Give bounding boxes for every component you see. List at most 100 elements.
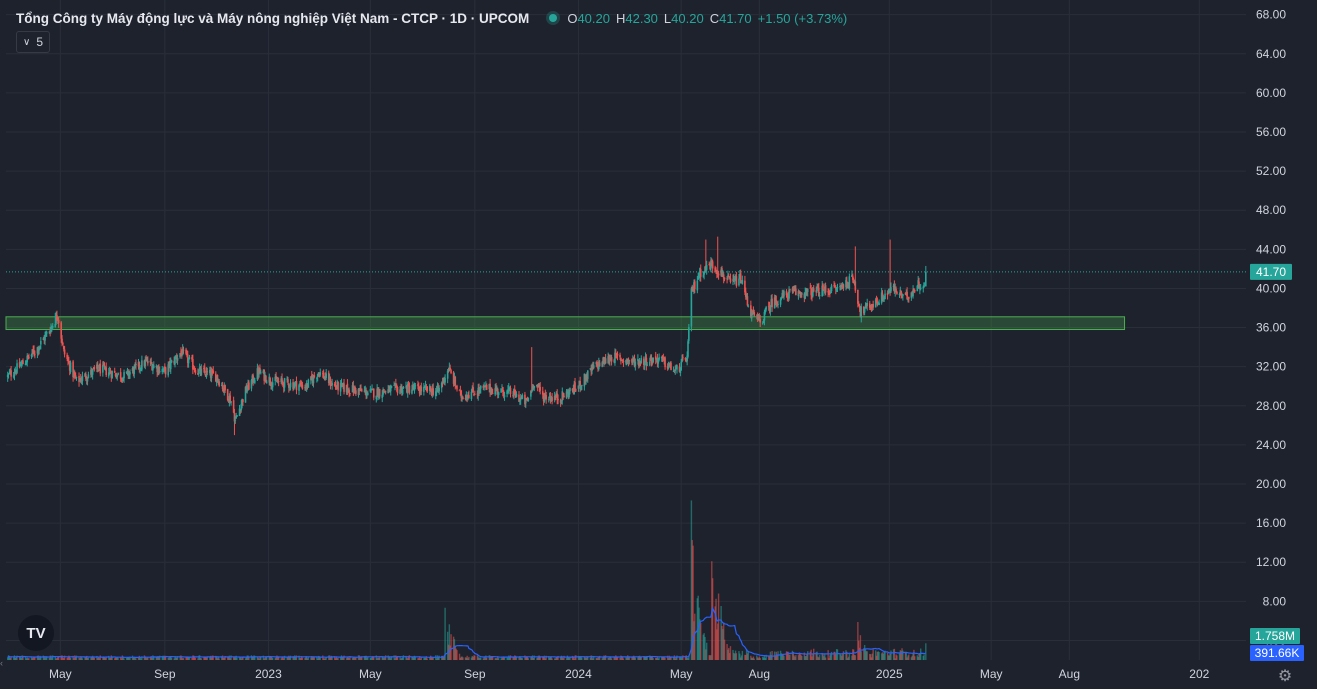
volume-bar (325, 657, 327, 660)
candle-body (406, 383, 409, 394)
volume-bar (28, 658, 30, 660)
volume-bar (126, 657, 129, 660)
candle-body (233, 412, 236, 422)
candle-body (506, 390, 508, 395)
volume-bar (514, 655, 517, 660)
candle-body (615, 353, 617, 355)
candle-body (258, 368, 260, 375)
volume-bar (245, 656, 248, 660)
volume-bar (714, 606, 716, 660)
volume-bar (185, 657, 187, 660)
candle-body (652, 357, 654, 363)
candle-body (164, 367, 167, 375)
volume-bar (823, 656, 825, 660)
volume-bar (536, 658, 538, 660)
x-tick-label: 2025 (876, 667, 903, 681)
volume-bar (835, 649, 838, 660)
candle-body (863, 307, 866, 313)
candle-body (328, 377, 331, 384)
volume-bar (63, 655, 66, 660)
candle-body (518, 394, 520, 402)
volume-bar (589, 657, 592, 660)
x-tick-label: May (359, 667, 382, 681)
candle-body (203, 367, 206, 373)
candle-body (400, 386, 402, 390)
volume-bar (370, 657, 372, 660)
candle-body (396, 386, 399, 394)
candle-body (244, 386, 247, 403)
candle-body (583, 373, 586, 387)
volume-bar (531, 656, 533, 660)
y-tick-label: 64.00 (1256, 47, 1286, 61)
volume-bar (687, 658, 689, 660)
candle-body (699, 269, 702, 277)
candle-body (345, 385, 348, 393)
candle-body (833, 285, 835, 286)
candle-body (515, 394, 518, 397)
candle-body (723, 277, 726, 280)
candle-body (108, 370, 111, 372)
candle-body (212, 370, 215, 374)
volume-bar (462, 657, 464, 660)
volume-bar (423, 658, 425, 660)
candle-body (336, 381, 339, 388)
candle-body (209, 371, 212, 378)
symbol-title[interactable]: Tổng Công ty Máy động lực và Máy nông ng… (16, 10, 530, 26)
volume-bar (667, 658, 670, 660)
candle-body (342, 382, 344, 387)
candle-body (417, 384, 419, 386)
candle-body (667, 365, 670, 369)
chevron-left-icon[interactable]: ‹ (0, 658, 3, 668)
volume-bar (298, 655, 300, 660)
candle-body (329, 378, 332, 386)
volume-bar (246, 655, 248, 660)
candle-body (477, 387, 480, 396)
candle-body (51, 326, 53, 328)
candle-body (135, 363, 137, 366)
volume-bar (24, 656, 27, 660)
volume-bar (247, 655, 249, 660)
tradingview-logo[interactable]: TV (18, 615, 54, 651)
candle-body (399, 389, 401, 394)
gear-icon[interactable]: ⚙ (1277, 668, 1293, 685)
candle-body (221, 384, 224, 390)
candle-body (56, 315, 58, 320)
volume-bar (739, 657, 742, 660)
candle-body (360, 388, 362, 392)
candle-body (919, 287, 922, 290)
volume-bar (847, 656, 850, 660)
candle-body (430, 390, 433, 395)
volume-bar (468, 656, 470, 660)
volume-bar (232, 656, 235, 660)
candle-body (294, 381, 297, 383)
candle-body (774, 297, 777, 301)
volume-bar (693, 621, 695, 660)
candle-body (33, 350, 35, 355)
volume-bar (670, 656, 672, 660)
candle-body (377, 387, 379, 397)
volume-bar (818, 655, 821, 660)
candle-body (884, 293, 886, 299)
candle-body (823, 290, 825, 292)
candle-body (238, 408, 241, 417)
support-zone[interactable] (5, 316, 1126, 331)
indicators-collapse-button[interactable]: ∨ 5 (16, 31, 51, 53)
volume-bar (491, 656, 493, 660)
volume-bar (538, 655, 541, 660)
volume-bar (923, 654, 925, 660)
volume-bar (204, 657, 207, 660)
volume-bar (476, 655, 479, 660)
volume-bar (25, 658, 28, 660)
candle-body (67, 359, 69, 361)
candle-body (640, 358, 643, 364)
volume-bar (304, 658, 306, 660)
candle-body (340, 383, 343, 384)
volume-bar (240, 658, 242, 660)
candle-body (780, 297, 783, 299)
volume-bar (925, 643, 927, 660)
candle-body (577, 385, 580, 389)
volume-bar (187, 656, 189, 660)
volume-bar (91, 655, 94, 660)
